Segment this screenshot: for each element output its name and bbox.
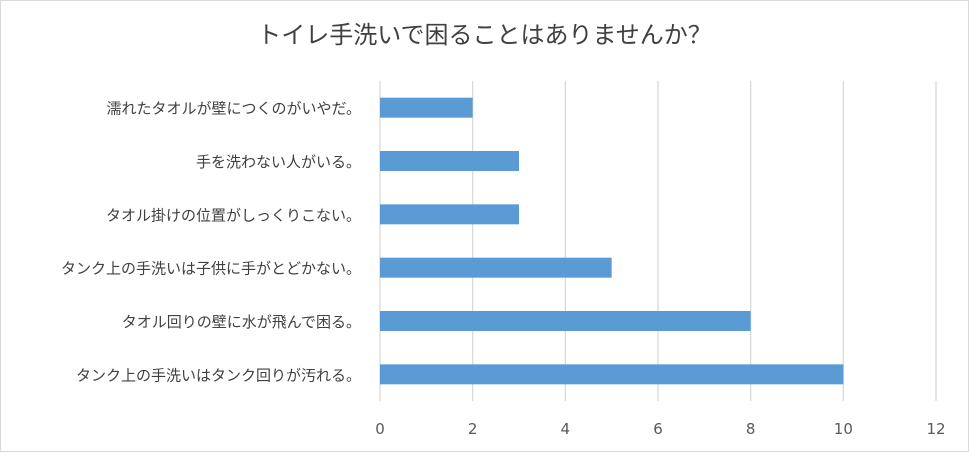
x-tick-label: 8 <box>746 420 756 438</box>
x-tick-label: 2 <box>468 420 478 438</box>
x-tick-labels: 0 2 4 6 8 10 12 <box>375 420 945 438</box>
x-tick-label: 12 <box>926 420 945 438</box>
bar <box>380 204 519 225</box>
chart-title: トイレ手洗いで困ることはありませんか？ <box>257 21 712 49</box>
bar <box>380 257 612 278</box>
category-labels: 濡れたタオルが壁につくのがいやだ。手を洗わない人がいる。タオル掛けの位置がしっく… <box>61 100 361 385</box>
category-label: 濡れたタオルが壁につくのがいやだ。 <box>106 100 361 118</box>
x-tick-label: 6 <box>653 420 663 438</box>
x-tick-label: 4 <box>561 420 571 438</box>
category-label: タオル掛けの位置がしっくりこない。 <box>106 206 361 224</box>
category-label: タンク上の手洗いはタンク回りが汚れる。 <box>76 366 361 384</box>
category-label: タンク上の手洗いは子供に手がとどかない。 <box>61 260 361 278</box>
category-label: タオル回りの壁に水が飛んで困る。 <box>122 313 361 331</box>
bar <box>380 311 751 331</box>
bars <box>380 97 844 385</box>
bar <box>380 364 844 385</box>
x-tick-label: 10 <box>834 420 853 438</box>
category-label: 手を洗わない人がいる。 <box>196 153 361 171</box>
x-tick-label: 0 <box>375 420 385 438</box>
gridlines <box>379 81 937 401</box>
bar <box>380 97 473 118</box>
bar <box>380 151 519 171</box>
